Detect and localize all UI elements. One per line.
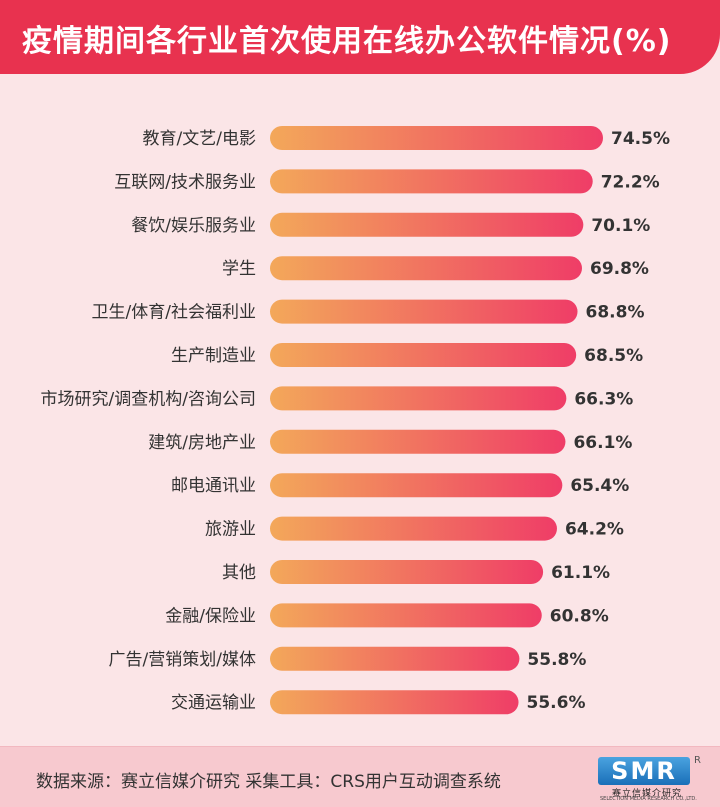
bar	[270, 473, 563, 498]
category-label: 交通运输业	[171, 693, 256, 713]
bar	[270, 343, 577, 367]
bar	[270, 603, 542, 628]
chart-area: 教育/文艺/电影 74.5% 互联网/技术服务业 72.2% 餐饮/娱乐服务业 70.1%…	[0, 74, 720, 746]
value-label: 65.4%	[570, 476, 629, 496]
category-label: 市场研究/调查机构/咨询公司	[41, 389, 256, 409]
value-label: 61.1%	[551, 563, 610, 583]
bar	[270, 169, 593, 194]
registered-mark: R	[694, 755, 701, 766]
value-label: 68.5%	[584, 346, 643, 366]
bar	[270, 299, 578, 324]
category-label: 金融/保险业	[165, 606, 256, 626]
value-label: 74.5%	[611, 129, 670, 149]
category-label: 互联网/技术服务业	[114, 172, 256, 192]
value-label: 64.2%	[565, 520, 624, 540]
category-label: 餐饮/娱乐服务业	[131, 216, 256, 236]
bar	[270, 516, 557, 541]
category-label: 邮电通讯业	[171, 476, 256, 496]
category-label: 其他	[222, 563, 256, 583]
logo-english-name: SELECTION MEDIA RESEARCH CO.,LTD.	[600, 796, 697, 802]
value-label: 72.2%	[601, 172, 660, 192]
logo-chinese-name: 赛立信媒介研究	[612, 789, 683, 799]
value-label: 55.8%	[527, 650, 586, 670]
bar	[270, 560, 544, 584]
bar	[270, 386, 567, 411]
category-label: 卫生/体育/社会福利业	[92, 303, 256, 323]
category-label: 旅游业	[205, 520, 256, 540]
bar	[270, 212, 584, 237]
value-label: 66.1%	[573, 433, 632, 453]
logo-mark: SMR	[598, 757, 690, 785]
data-source: 数据来源：赛立信媒介研究 采集工具：CRS用户互动调查系统	[36, 772, 501, 792]
category-label: 教育/文艺/电影	[143, 129, 256, 149]
footer: 数据来源：赛立信媒介研究 采集工具：CRS用户互动调查系统 SMR R 赛立信媒…	[0, 746, 720, 807]
header-banner: 疫情期间各行业首次使用在线办公软件情况(%)	[0, 0, 720, 74]
chart-title: 疫情期间各行业首次使用在线办公软件情况(%)	[22, 24, 672, 59]
category-label: 建筑/房地产业	[148, 433, 256, 453]
category-label: 广告/营销策划/媒体	[109, 650, 256, 670]
value-label: 66.3%	[574, 389, 633, 409]
bar	[270, 126, 603, 150]
value-label: 68.8%	[586, 303, 645, 323]
value-label: 55.6%	[527, 693, 586, 713]
category-label: 学生	[222, 259, 256, 279]
bar	[270, 256, 582, 281]
smr-logo: SMR R 赛立信媒介研究 SELECTION MEDIA RESEARCH C…	[598, 755, 704, 802]
value-label: 70.1%	[591, 216, 650, 236]
bar	[270, 646, 520, 671]
bar	[270, 690, 519, 715]
value-label: 69.8%	[590, 259, 649, 279]
value-label: 60.8%	[550, 606, 609, 626]
category-label: 生产制造业	[171, 346, 256, 366]
bar-chart: 教育/文艺/电影 74.5% 互联网/技术服务业 72.2% 餐饮/娱乐服务业 70.1%…	[41, 126, 670, 715]
bar	[270, 429, 566, 454]
